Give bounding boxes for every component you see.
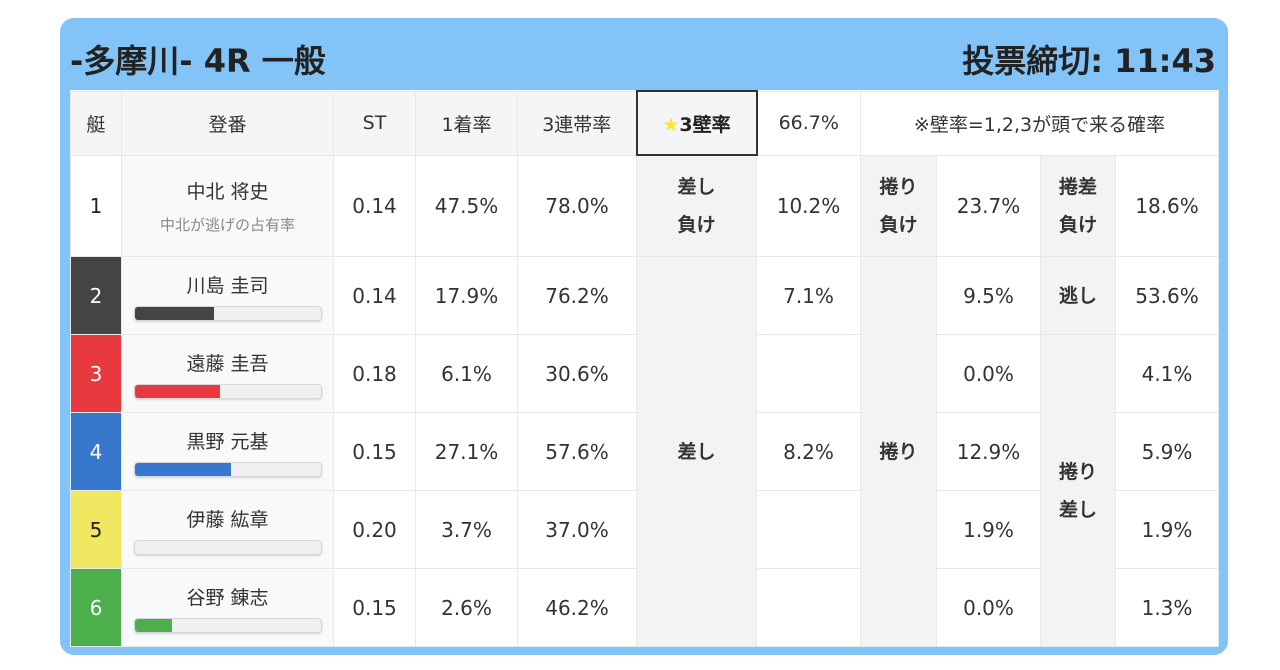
makuri-rate: 9.5%: [936, 256, 1041, 335]
st-value: 0.20: [333, 490, 416, 569]
rate-bar-fill: [134, 306, 215, 320]
rate-bar-fill: [134, 462, 232, 476]
racer-cell: 遠藤 圭吾: [121, 334, 334, 413]
racer-name: 中北 将史: [186, 180, 269, 203]
racer-name: 黒野 元基: [186, 430, 269, 453]
racer-name: 谷野 錬志: [186, 586, 269, 609]
racer-name: 伊藤 紘章: [186, 508, 269, 531]
header-row: 艇 登番 ST 1着率 3連帯率 ★3壁率 66.7% ※壁率=1,2,3が頭で…: [70, 90, 1219, 156]
sashi-rate: 10.2%: [756, 154, 861, 257]
label-sashi: 差し: [636, 256, 757, 647]
racer-row: 1 中北 将史 中北が逃げの占有率 0.14 47.5% 78.0% 差し負け 10.2% 捲り…: [70, 154, 1219, 257]
col-top3: 3連帯率: [517, 90, 637, 156]
st-value: 0.14: [333, 154, 416, 257]
boat-number: 6: [70, 568, 122, 647]
rate-bar-fill: [134, 618, 172, 632]
col-name: 登番: [121, 90, 334, 156]
label-makurisashi: 捲り差し: [1040, 334, 1116, 647]
label-sashi-text: 差し: [677, 440, 716, 463]
win-rate: 17.9%: [415, 256, 518, 335]
last-rate: 1.9%: [1115, 490, 1219, 569]
vote-deadline: 投票締切: 11:43: [962, 42, 1216, 80]
boat-number: 3: [70, 334, 122, 413]
racer-row: 5 伊藤 紘章 0.20 3.7% 37.0% 1.9% 1.9%: [70, 490, 1219, 569]
top3-rate: 30.6%: [517, 334, 637, 413]
wall-rate-label: 3壁率: [679, 113, 731, 136]
racer-row: 4 黒野 元基 0.15 27.1% 57.6% 8.2% 12.9% 5.9%: [70, 412, 1219, 491]
st-value: 0.15: [333, 568, 416, 647]
rate-bar: [133, 383, 322, 399]
st-value: 0.14: [333, 256, 416, 335]
racer-name: 川島 圭司: [186, 274, 269, 297]
label-makuri: 捲り: [860, 256, 937, 647]
sashi-rate: [756, 334, 861, 413]
racer-cell: 谷野 錬志: [121, 568, 334, 647]
makuri-rate: 1.9%: [936, 490, 1041, 569]
top3-rate: 57.6%: [517, 412, 637, 491]
makuri-rate: 0.0%: [936, 568, 1041, 647]
top3-rate: 46.2%: [517, 568, 637, 647]
race-title: -多摩川- 4R 一般: [70, 42, 326, 80]
rate-bar: [133, 461, 322, 477]
col-boat: 艇: [70, 90, 122, 156]
top3-rate: 78.0%: [517, 154, 637, 257]
wall-rate-button[interactable]: ★3壁率: [635, 90, 758, 156]
label-sashi-make: 差し負け: [636, 154, 757, 257]
last-rate: 18.6%: [1115, 154, 1219, 257]
label-makuri-make-text: 捲り負け: [879, 175, 918, 236]
race-table: 艇 登番 ST 1着率 3連帯率 ★3壁率 66.7% ※壁率=1,2,3が頭で…: [70, 90, 1219, 647]
boat-number: 5: [70, 490, 122, 569]
sashi-rate: [756, 490, 861, 569]
star-icon: ★: [662, 113, 680, 136]
racer-row: 3 遠藤 圭吾 0.18 6.1% 30.6% 0.0% 捲り差し 4.1%: [70, 334, 1219, 647]
sashi-rate: 7.1%: [756, 256, 861, 335]
rate-bar: [133, 539, 322, 555]
boat-number: 1: [70, 154, 122, 257]
racer-row: 2 川島 圭司 0.14 17.9% 76.2% 差し 7.1% 捲り 9.5% 逃し 53.6%: [70, 256, 1219, 647]
label-nige: 逃し: [1040, 256, 1116, 335]
race-card: -多摩川- 4R 一般 投票締切: 11:43 艇 登番 ST 1着率 3連帯率…: [60, 18, 1228, 655]
win-rate: 6.1%: [415, 334, 518, 413]
boat-number: 2: [70, 256, 122, 335]
racer-row: 6 谷野 錬志 0.15 2.6% 46.2% 0.0% 1.3%: [70, 568, 1219, 647]
racer-cell: 伊藤 紘章: [121, 490, 334, 569]
wall-rate-value: 66.7%: [756, 90, 861, 156]
win-rate: 27.1%: [415, 412, 518, 491]
st-value: 0.15: [333, 412, 416, 491]
last-rate: 1.3%: [1115, 568, 1219, 647]
col-st: ST: [333, 90, 416, 156]
last-rate: 5.9%: [1115, 412, 1219, 491]
last-rate: 53.6%: [1115, 256, 1219, 335]
rate-bar: [133, 305, 322, 321]
rate-bar: [133, 617, 322, 633]
makuri-rate: 12.9%: [936, 412, 1041, 491]
label-makusashi-make: 捲差負け: [1040, 154, 1116, 257]
top3-rate: 37.0%: [517, 490, 637, 569]
label-sashi-make-text: 差し負け: [677, 176, 716, 236]
label-makurisashi-text: 捲り差し: [1058, 460, 1097, 521]
racer-name: 遠藤 圭吾: [186, 352, 269, 375]
rate-bar-fill: [134, 384, 221, 398]
makuri-rate: 23.7%: [936, 154, 1041, 257]
st-value: 0.18: [333, 334, 416, 413]
col-win: 1着率: [415, 90, 518, 156]
label-makuri-make: 捲り負け: [860, 154, 937, 257]
racer-cell: 中北 将史中北が逃げの占有率: [121, 154, 334, 257]
top3-rate: 76.2%: [517, 256, 637, 335]
win-rate: 2.6%: [415, 568, 518, 647]
racer-cell: 黒野 元基: [121, 412, 334, 491]
racer-note: 中北が逃げの占有率: [159, 215, 295, 234]
label-nige-text: 逃し: [1058, 284, 1097, 307]
wall-rate-note: ※壁率=1,2,3が頭で来る確率: [860, 90, 1219, 156]
label-makusashi-make-text: 捲差負け: [1058, 175, 1097, 236]
last-rate: 4.1%: [1115, 334, 1219, 413]
win-rate: 3.7%: [415, 490, 518, 569]
label-makuri-text: 捲り: [879, 440, 918, 463]
boat-number: 4: [70, 412, 122, 491]
makuri-rate: 0.0%: [936, 334, 1041, 413]
racer-cell: 川島 圭司: [121, 256, 334, 335]
sashi-rate: [756, 568, 861, 647]
sashi-rate: 8.2%: [756, 412, 861, 491]
win-rate: 47.5%: [415, 154, 518, 257]
